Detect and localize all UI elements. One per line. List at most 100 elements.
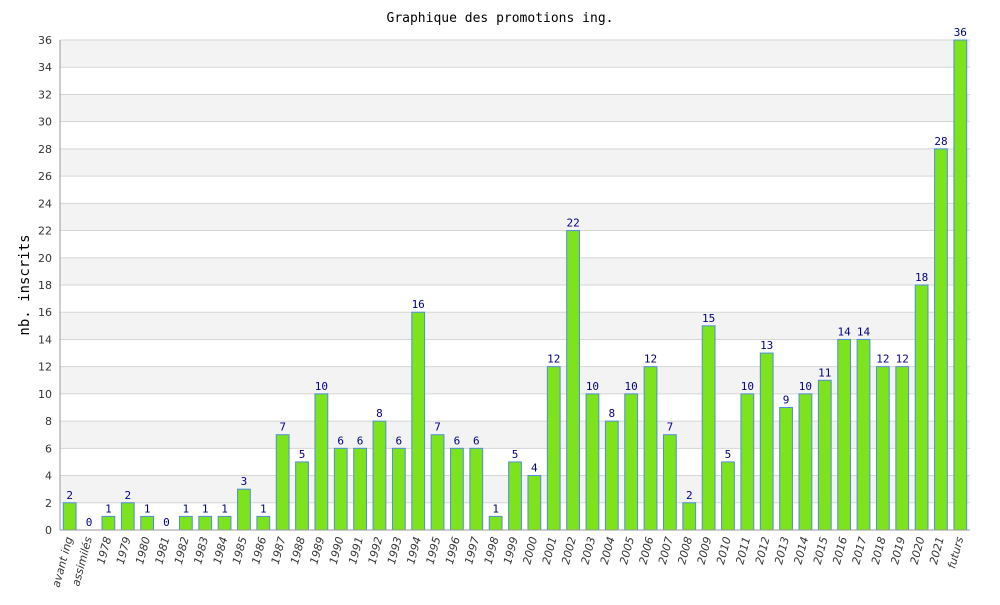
x-tick-label: 1981	[153, 535, 173, 565]
x-tick-label: 1995	[424, 535, 444, 565]
y-tick-label: 2	[45, 497, 52, 510]
data-label: 8	[608, 407, 615, 420]
bar	[62, 502, 77, 531]
x-tick-label: 1998	[482, 535, 502, 565]
bar	[450, 447, 464, 531]
bar	[856, 338, 871, 531]
bar	[585, 393, 600, 531]
grid-band	[60, 421, 970, 449]
data-label: 16	[412, 298, 425, 311]
data-label: 15	[702, 312, 715, 325]
bar	[663, 434, 677, 531]
data-label: 28	[934, 135, 947, 148]
bar	[372, 420, 387, 531]
data-label: 5	[512, 448, 519, 461]
bar	[295, 461, 309, 531]
grid-lines	[60, 39, 970, 531]
x-tick-label: 2001	[540, 535, 560, 565]
x-tick-label: 1978	[94, 535, 114, 565]
data-label: 5	[725, 448, 732, 461]
x-tick-label: 2000	[520, 535, 540, 565]
grid-band	[60, 203, 970, 231]
data-label: 10	[315, 380, 328, 393]
bar	[779, 407, 793, 531]
grid-band	[60, 40, 970, 68]
data-label: 13	[760, 339, 773, 352]
x-tick-label: 1996	[443, 535, 463, 565]
bar	[701, 325, 716, 531]
data-label: 6	[357, 434, 364, 447]
x-tick-label: 1992	[366, 535, 386, 565]
bar	[759, 352, 774, 531]
bar	[198, 515, 213, 531]
x-tick-label: 2006	[637, 535, 657, 565]
y-tick-label: 18	[38, 279, 52, 292]
data-label: 3	[241, 475, 248, 488]
grid-band	[60, 285, 970, 313]
data-label: 2	[66, 489, 73, 502]
data-label: 6	[454, 434, 461, 447]
bar	[217, 515, 232, 531]
bar	[430, 434, 445, 531]
y-tick-label: 32	[38, 88, 52, 101]
data-label: 7	[667, 421, 674, 434]
data-label: 1	[260, 502, 267, 515]
grid-band	[60, 67, 970, 95]
bar	[875, 366, 890, 531]
x-tick-label: 2007	[656, 535, 676, 565]
x-tick-label: 1990	[327, 535, 347, 565]
bar	[643, 366, 658, 531]
bar	[275, 434, 290, 531]
bar	[120, 502, 135, 531]
x-tick-label: 2009	[695, 535, 715, 565]
x-tick-label: 2017	[850, 535, 870, 565]
data-label: 0	[86, 516, 93, 529]
x-tick-label: 2013	[772, 535, 792, 565]
grid-band	[60, 257, 970, 285]
x-tick-label: 2008	[675, 535, 695, 565]
x-tick-label: 2005	[617, 535, 637, 565]
x-tick-label: 1991	[346, 535, 366, 565]
x-tick-label: 1987	[269, 535, 289, 565]
bar	[721, 461, 735, 531]
data-label: 5	[299, 448, 306, 461]
x-tick-label: 1983	[191, 535, 211, 565]
bar	[934, 148, 948, 531]
y-tick-label: 26	[38, 170, 52, 183]
bar	[256, 515, 271, 531]
data-label: 1	[202, 502, 209, 515]
x-tick-label: 1986	[249, 535, 269, 565]
x-tick-label: 1993	[385, 535, 405, 565]
x-tick-label: 1997	[462, 535, 482, 565]
x-tick-label: 2011	[733, 535, 753, 565]
bar	[624, 393, 639, 531]
data-label: 1	[221, 502, 228, 515]
x-tick-label: 2018	[869, 535, 889, 565]
bar	[604, 420, 619, 531]
data-label: 8	[376, 407, 383, 420]
bar	[508, 461, 522, 531]
data-label: 36	[954, 26, 967, 39]
data-label: 12	[644, 353, 657, 366]
grid-band	[60, 230, 970, 258]
x-tick-label: 1982	[172, 535, 192, 565]
y-tick-label: 22	[38, 225, 52, 238]
bar	[682, 502, 697, 531]
x-tick-label: 2012	[753, 535, 773, 565]
data-label: 2	[124, 489, 131, 502]
grid-band	[60, 393, 970, 422]
data-label: 1	[492, 502, 499, 515]
y-tick-label: 14	[38, 333, 52, 346]
data-label: 10	[741, 380, 754, 393]
grid-band	[60, 121, 970, 149]
data-label: 12	[896, 353, 909, 366]
y-tick-label: 28	[38, 143, 52, 156]
data-label: 18	[915, 271, 928, 284]
bar	[178, 515, 193, 531]
grid-band	[60, 366, 970, 394]
